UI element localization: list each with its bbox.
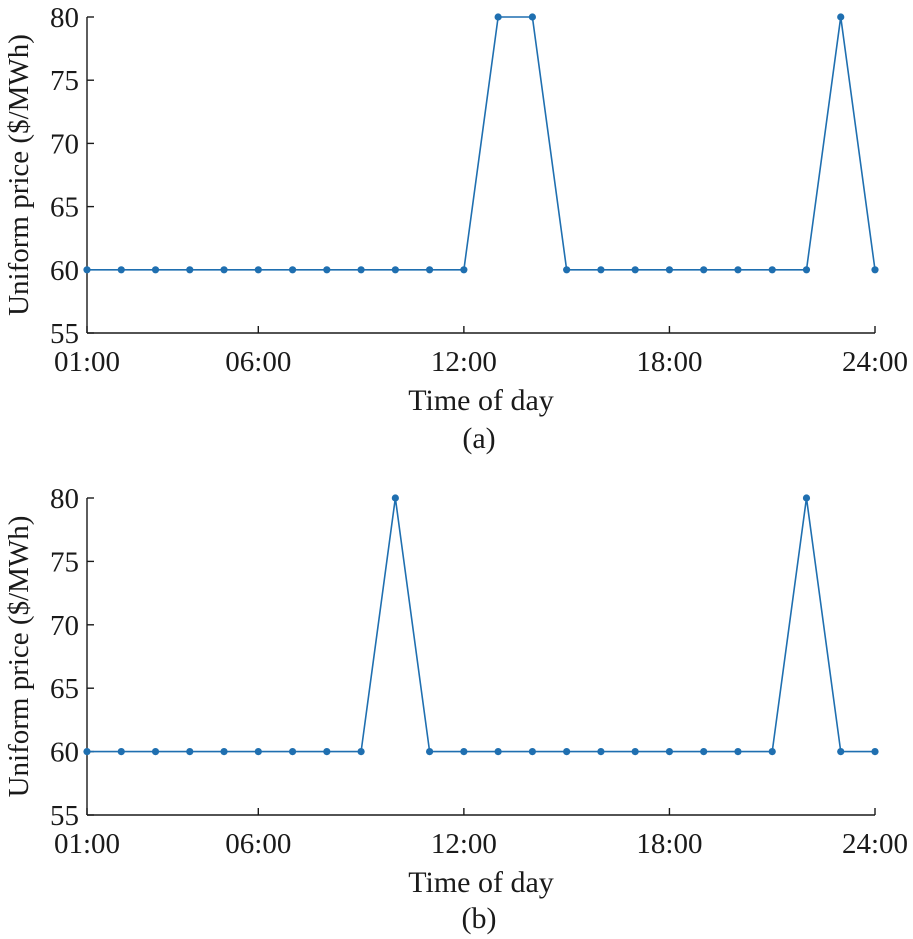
y-tick-label: 75 [50,546,79,578]
y-tick-label: 70 [50,610,79,642]
y-tick-label: 80 [50,2,79,34]
data-point [220,266,228,274]
y-tick-label: 55 [50,318,79,350]
data-point [563,266,571,274]
data-point [186,266,194,274]
x-axis-label: Time of day [408,384,554,417]
data-point [631,266,639,274]
y-tick-label: 60 [50,255,79,287]
data-point [802,494,811,502]
data-point [460,266,468,274]
data-point [665,748,674,756]
x-tick-label: 01:00 [54,828,120,860]
data-point [151,266,160,274]
data-point [460,748,468,756]
data-point [220,748,228,756]
data-point [151,748,160,756]
data-point [734,266,742,274]
data-point [117,266,125,274]
panel-caption: (a) [462,422,495,455]
x-tick-label: 06:00 [225,346,291,378]
series-line [87,497,875,753]
x-tick-label: 18:00 [636,346,702,378]
data-point [288,748,297,756]
y-tick-label: 70 [50,128,79,160]
data-point [665,266,674,274]
data-point [631,748,639,756]
data-point [357,748,365,756]
data-point [528,748,536,756]
y-tick-label: 65 [50,673,79,705]
x-axis-label: Time of day [408,866,554,899]
x-tick-label: 12:00 [431,346,497,378]
data-point [700,266,708,274]
data-point [117,748,125,756]
data-point [563,748,571,756]
data-point [426,748,434,756]
y-tick-label: 55 [50,800,79,832]
y-tick-label: 80 [50,483,79,515]
data-point [871,748,879,756]
x-tick-label: 24:00 [842,828,908,860]
data-point [288,266,297,274]
data-point [768,266,776,274]
data-point [254,748,262,756]
data-point [768,748,776,756]
data-point [323,748,331,756]
data-point [323,266,331,274]
x-tick-label: 24:00 [842,346,908,378]
x-tick-label: 12:00 [431,828,497,860]
panel-caption: (b) [462,902,497,935]
y-tick-label: 65 [50,192,79,224]
data-point [837,748,845,756]
data-point [734,748,742,756]
y-axis-label: Uniform price ($/MWh) [3,516,35,798]
x-tick-label: 18:00 [636,828,702,860]
data-point [254,266,262,274]
y-tick-label: 60 [50,737,79,769]
data-point [597,266,605,274]
data-point [83,748,91,756]
y-tick-label: 75 [50,65,79,97]
series-line [87,16,876,271]
data-point [597,748,605,756]
chart-panel-b: 55 60 65 70 75 80 01:00 06:00 12:00 18:00 24:00 Tim… [3,483,908,935]
data-point [357,266,365,274]
x-tick-label: 06:00 [225,828,291,860]
data-point [391,266,399,274]
data-point [426,266,434,274]
data-point [391,494,399,502]
data-point [494,748,502,756]
data-point [802,266,811,274]
data-point [700,748,708,756]
data-point [871,266,879,274]
x-tick-label: 01:00 [54,346,120,378]
data-point [83,266,91,274]
y-axis-label: Uniform price ($/MWh) [3,34,35,316]
data-point [186,748,194,756]
chart-panel-a: 55 60 65 70 75 80 01:00 06:00 12:00 18:00 24:00 Tim… [3,2,908,455]
data-point [837,13,845,21]
data-point [528,13,536,21]
data-point [494,13,502,21]
